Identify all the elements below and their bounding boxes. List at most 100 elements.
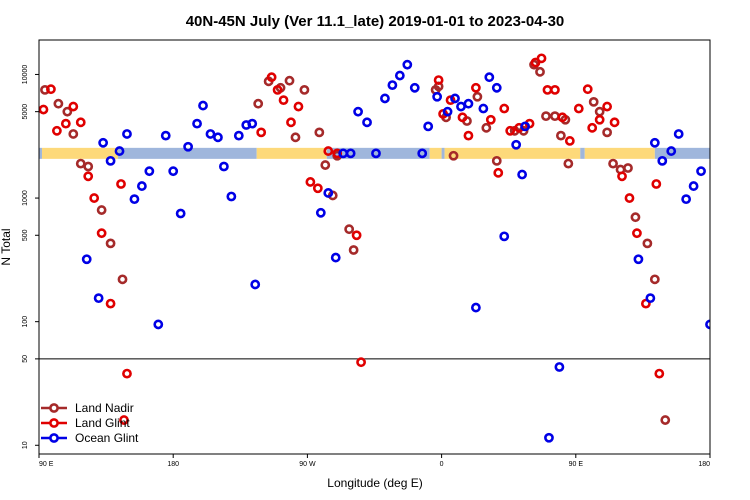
data-point [554,362,565,372]
data-point [353,106,363,117]
band-segment-ocean [654,147,710,159]
data-point [491,82,502,93]
x-tick-label: 90 W [299,461,316,468]
x-tick-label: 180 [167,461,179,468]
x-tick-label: 90 E [569,461,584,468]
data-point [541,111,551,122]
band-segment-ocean [441,147,445,159]
band-segment-ocean [39,147,42,159]
data-point [122,129,132,139]
data-point [168,166,179,177]
y-tick-label: 5000 [22,104,29,120]
data-point [114,146,125,156]
data-point [594,114,605,125]
data-point [198,100,208,111]
legend-swatch-marker [49,403,59,413]
data-point [345,148,356,159]
data-point [122,368,132,379]
data-point [511,139,522,150]
data-point [233,130,244,141]
data-point [491,155,502,166]
data-point [119,415,129,425]
data-point [144,166,155,177]
y-tick-label: 500 [22,229,29,241]
data-point [649,274,660,285]
data-point [98,137,109,148]
data-point [651,179,662,189]
data-point [129,194,140,205]
data-point [362,117,372,128]
data-point [117,274,128,285]
data-point [213,132,223,143]
data-point [105,155,116,166]
data-point [394,70,405,81]
data-point [609,117,620,128]
legend-item: Land Nadir [41,401,134,415]
data-point [630,212,641,223]
x-axis-ticks: 90 E 180 90 W 0 90 E 180 [38,454,711,468]
data-point [499,231,510,242]
data-point [642,238,653,249]
y-tick-label: 50 [22,355,29,363]
data-point [105,238,116,249]
series-3 [81,59,710,443]
data-point [62,106,73,117]
data-point [660,415,671,425]
data-point [632,228,642,239]
data-point [623,163,633,173]
data-point [344,224,355,235]
data-point [136,181,147,191]
data-point [499,103,510,114]
data-point [666,146,677,156]
data-point [83,161,94,172]
data-point [450,93,460,104]
data-point [645,293,656,304]
data-point [348,245,359,255]
data-point [53,98,64,109]
data-point [555,130,566,141]
data-point [284,75,295,86]
data-point [481,122,492,133]
data-point [505,125,516,136]
data-point [286,117,296,128]
data-point [96,228,107,239]
data-point [75,117,86,128]
data-point [463,130,474,141]
data-point [387,80,398,91]
chart-title: 40N-45N July (Ver 11.1_late) 2019-01-01 … [186,13,565,30]
y-tick-label: 100 [22,316,29,328]
data-point [696,166,706,177]
data-point [564,136,575,146]
data-point [105,298,116,309]
band-segment-ocean [118,147,257,159]
data-point [266,72,277,83]
data-point [602,101,613,112]
data-point [272,84,283,95]
data-point [93,293,104,304]
data-point [654,368,665,379]
data-point [617,171,627,182]
data-point [253,98,264,109]
data-point [624,193,635,203]
band-segment-land [256,147,327,159]
data-point [278,95,289,106]
data-point [472,91,483,102]
data-point [582,84,593,95]
data-point [81,254,92,265]
data-point [485,114,496,125]
data-point [688,181,699,191]
data-point [250,279,261,290]
legend-label: Ocean Glint [75,431,139,445]
data-point [51,125,62,136]
data-point [409,82,420,93]
data-point [89,193,100,203]
data-point [423,121,434,132]
data-point [290,132,301,143]
data-point [457,112,468,123]
data-point [557,112,568,123]
data-point [563,158,574,169]
data-point [536,53,547,64]
plot-area: 90 E 180 90 W 0 90 E 180 10501005001000500010… [22,39,711,468]
